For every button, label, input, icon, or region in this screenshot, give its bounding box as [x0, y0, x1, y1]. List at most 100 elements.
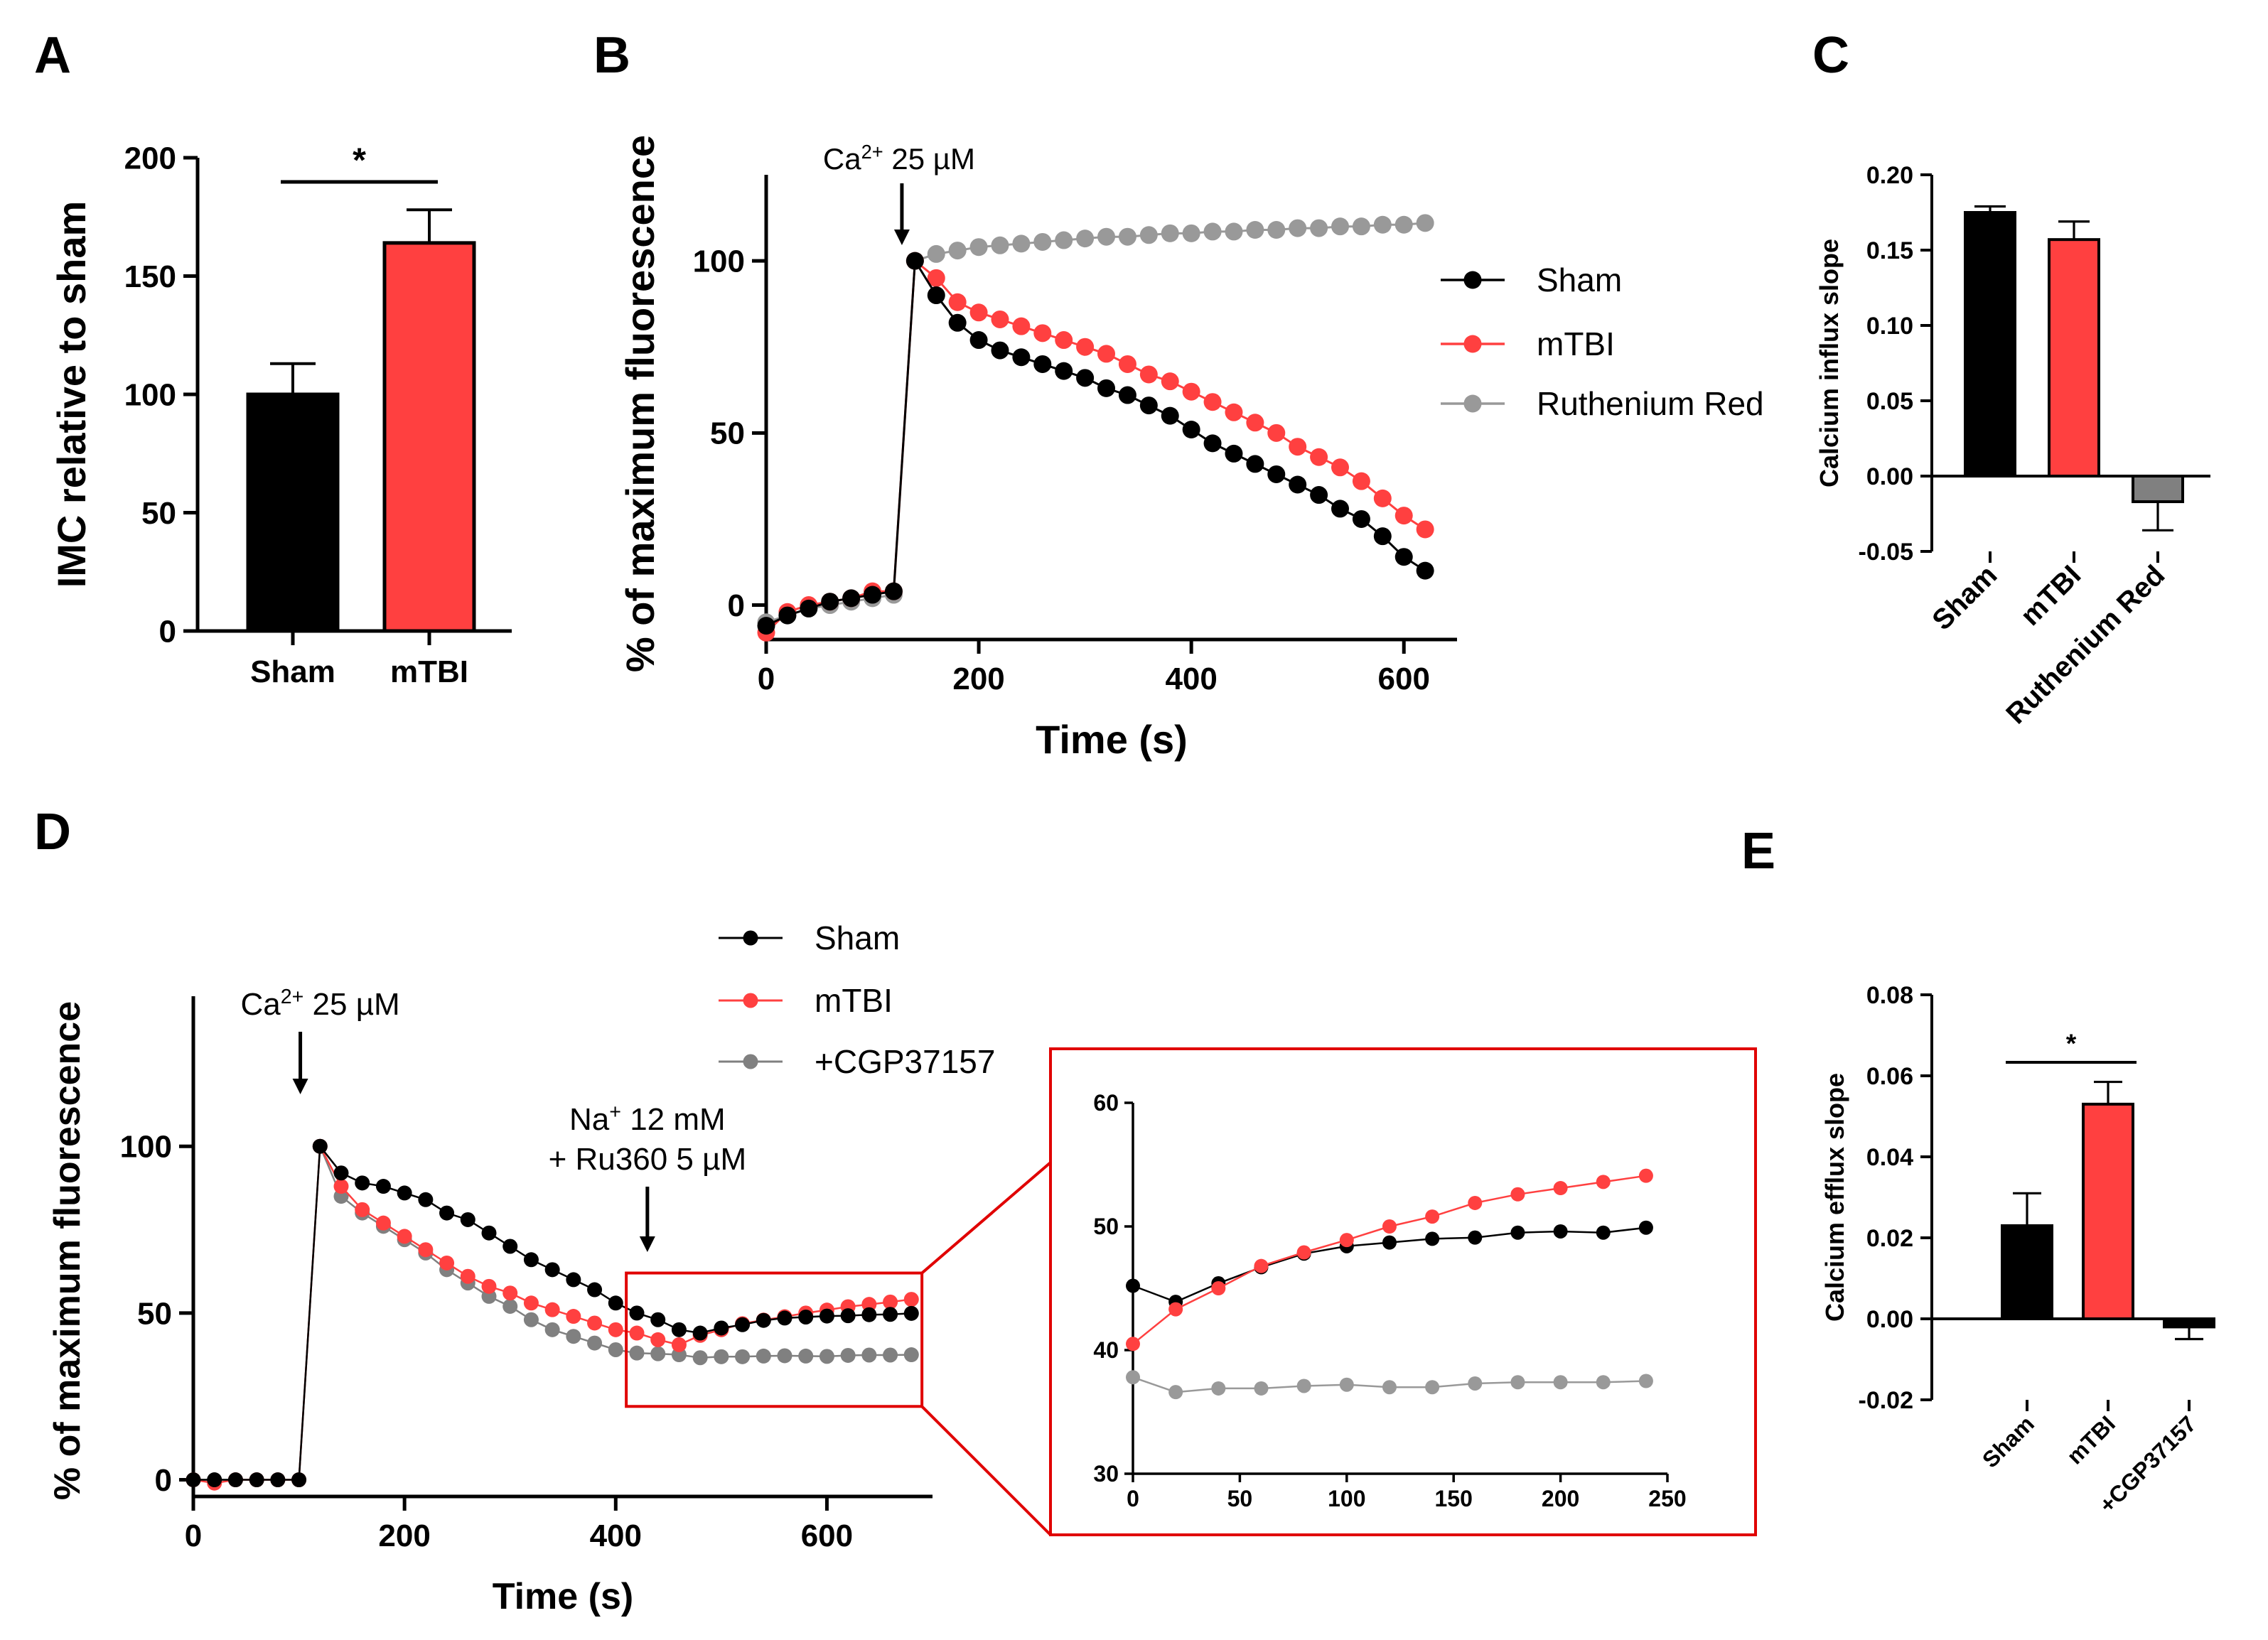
sodium-addition-annotation-line1: Na+ 12 mM — [569, 1101, 726, 1137]
inset-mtbi-point — [1211, 1281, 1226, 1295]
series-0-point — [1182, 420, 1200, 438]
series-0-point — [333, 1165, 349, 1181]
calcium-addition-annotation-rest: 25 µM — [303, 987, 399, 1022]
series-0-point — [1118, 386, 1136, 404]
sodium-addition-annotation-line1-sup: + — [609, 1101, 621, 1123]
arrow-head — [893, 230, 910, 245]
series-0-point — [1246, 455, 1264, 473]
mtbi-legend-label: mTBI — [815, 982, 893, 1019]
ruthenium-red-legend-marker — [1463, 394, 1482, 413]
series-2-point — [1267, 221, 1286, 239]
bar-2 — [2132, 475, 2184, 504]
y-tick-label: 100 — [693, 244, 745, 279]
y-tick-label: 50 — [137, 1296, 172, 1331]
sham-legend-marker — [1463, 271, 1482, 289]
y-tick-label: 150 — [124, 259, 176, 294]
inset-cgp37157-point — [1126, 1370, 1140, 1385]
sodium-addition-annotation-line2: + Ru360 5 µM — [549, 1142, 747, 1177]
inset-y-tick-label: 40 — [1093, 1337, 1119, 1363]
series-1-point — [460, 1268, 475, 1284]
series-0-point — [735, 1317, 751, 1332]
series-0-point — [608, 1295, 623, 1311]
series-0-point — [883, 1307, 898, 1322]
x-category-label: Ruthenium Red — [2000, 559, 2171, 730]
series-0-point — [1055, 362, 1073, 380]
series-2-point — [1118, 227, 1136, 246]
series-2-point — [650, 1346, 666, 1361]
y-tick-label: 50 — [710, 416, 745, 451]
x-category-label: mTBI — [2062, 1410, 2120, 1469]
y-axis-title: Calcium efflux slope — [1820, 1073, 1849, 1322]
calcium-addition-annotation-sup: 2+ — [281, 986, 304, 1008]
panel-a-bar-chart: 0 50 100 150 200 Sham mTBI IMC relative to sham… — [49, 141, 512, 689]
series-1-point — [948, 293, 967, 311]
inset-mtbi-point — [1510, 1187, 1525, 1202]
series-0-point — [864, 586, 882, 604]
series-2-point — [1289, 219, 1307, 237]
series-0-point — [1267, 465, 1286, 483]
y-tick-label: 100 — [120, 1130, 172, 1165]
series-0-point — [270, 1472, 286, 1488]
inset-y-tick-label: 50 — [1093, 1214, 1119, 1239]
series-0-point — [861, 1307, 877, 1322]
series-0-point — [1310, 486, 1328, 505]
inset-mtbi-point — [1553, 1181, 1568, 1196]
series-1-line — [765, 259, 1426, 634]
inset-mtbi-point — [1468, 1195, 1483, 1210]
series-0-point — [460, 1212, 475, 1227]
series-2-point — [523, 1312, 539, 1327]
x-tick-label: 600 — [801, 1518, 853, 1553]
series-1-point — [883, 1294, 898, 1310]
series-2-point — [608, 1342, 623, 1357]
series-2-point — [1012, 234, 1031, 253]
y-axis-title: % of maximum fluorescence — [47, 1001, 88, 1500]
series-2-point — [1055, 231, 1073, 249]
series-0-point — [1352, 509, 1370, 528]
series-2-line — [765, 222, 1426, 624]
inset-cgp37157-point — [1468, 1376, 1483, 1391]
bar-1 — [2082, 1102, 2134, 1321]
significance-star: * — [353, 141, 366, 180]
series-0-point — [227, 1472, 243, 1488]
series-0-point — [355, 1175, 370, 1191]
series-0-point — [1394, 548, 1413, 566]
series-0-point — [1373, 527, 1392, 546]
inset-x-tick-label: 0 — [1127, 1486, 1139, 1511]
series-0-point — [948, 313, 967, 332]
x-tick-label: 400 — [1165, 662, 1217, 696]
series-1-point — [1182, 382, 1200, 401]
series-0-point — [991, 341, 1009, 360]
series-1-point — [1331, 458, 1350, 477]
series-1-point — [1225, 403, 1243, 421]
series-0-point — [821, 593, 839, 611]
series-2-point — [948, 242, 967, 260]
series-1-point — [1394, 507, 1413, 525]
series-1-point — [629, 1325, 645, 1341]
series-0-point — [1033, 355, 1052, 373]
series-1-point — [1055, 331, 1073, 350]
x-category-label: Sham — [250, 654, 335, 689]
inset-sham-point — [1126, 1278, 1140, 1293]
zoom-connector-bottom — [920, 1405, 1052, 1536]
series-0-point — [439, 1205, 455, 1221]
series-1-point — [1373, 489, 1392, 507]
series-1-point — [587, 1315, 603, 1331]
series-1-point — [544, 1302, 560, 1317]
series-0-point — [777, 1310, 792, 1326]
x-axis-title: Time (s) — [1036, 717, 1188, 762]
series-1-point — [969, 303, 988, 322]
series-0-point — [207, 1472, 222, 1488]
series-2-point — [629, 1345, 645, 1361]
sham-legend-label: Sham — [1537, 261, 1622, 298]
series-0-point — [291, 1472, 307, 1488]
series-1-point — [502, 1285, 518, 1301]
series-0-point — [1289, 475, 1307, 494]
mtbi-legend-marker — [1463, 335, 1482, 353]
mtbi-legend-label: mTBI — [1537, 325, 1615, 362]
y-tick-label: -0.05 — [1859, 539, 1914, 566]
inset-cgp37157-point — [1168, 1385, 1183, 1400]
y-tick-label: 200 — [124, 141, 176, 176]
series-0-point — [502, 1239, 518, 1254]
panel-label-b: B — [593, 27, 630, 84]
series-1-point — [671, 1337, 687, 1352]
